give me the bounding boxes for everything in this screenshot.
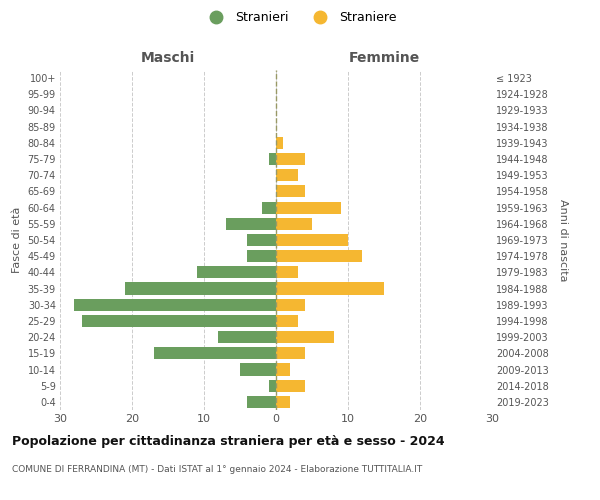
Bar <box>276 380 305 392</box>
Bar <box>269 380 276 392</box>
Y-axis label: Anni di nascita: Anni di nascita <box>559 198 568 281</box>
Bar <box>276 218 312 230</box>
Bar <box>276 364 290 376</box>
Bar <box>276 348 305 360</box>
Bar <box>276 250 362 262</box>
Y-axis label: Fasce di età: Fasce di età <box>12 207 22 273</box>
Bar <box>247 250 276 262</box>
Bar <box>276 396 290 408</box>
Bar <box>276 331 334 343</box>
Bar <box>125 282 276 294</box>
Bar <box>218 331 276 343</box>
Bar <box>247 234 276 246</box>
Legend: Stranieri, Straniere: Stranieri, Straniere <box>199 6 401 29</box>
Bar <box>247 396 276 408</box>
Bar <box>276 234 348 246</box>
Bar <box>276 282 384 294</box>
Text: Popolazione per cittadinanza straniera per età e sesso - 2024: Popolazione per cittadinanza straniera p… <box>12 435 445 448</box>
Text: COMUNE DI FERRANDINA (MT) - Dati ISTAT al 1° gennaio 2024 - Elaborazione TUTTITA: COMUNE DI FERRANDINA (MT) - Dati ISTAT a… <box>12 465 422 474</box>
Text: Maschi: Maschi <box>141 51 195 65</box>
Bar <box>276 153 305 165</box>
Bar <box>276 137 283 149</box>
Bar <box>197 266 276 278</box>
Bar <box>276 186 305 198</box>
Bar <box>226 218 276 230</box>
Bar <box>276 266 298 278</box>
Bar <box>269 153 276 165</box>
Text: Femmine: Femmine <box>349 51 419 65</box>
Bar <box>74 298 276 311</box>
Bar <box>276 298 305 311</box>
Bar <box>154 348 276 360</box>
Bar <box>82 315 276 327</box>
Bar <box>276 169 298 181</box>
Bar <box>276 315 298 327</box>
Bar <box>262 202 276 213</box>
Bar <box>240 364 276 376</box>
Bar <box>276 202 341 213</box>
